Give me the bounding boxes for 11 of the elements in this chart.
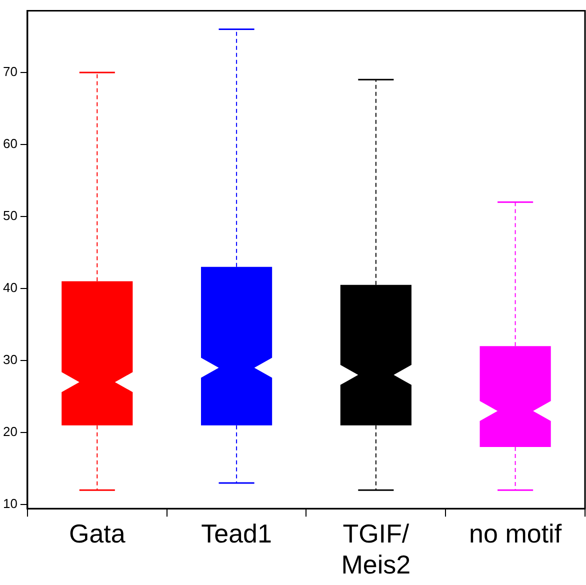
x-tick-label: no motif: [469, 518, 562, 548]
y-tick-label: 40: [2, 280, 18, 296]
y-tick-label: 30: [2, 352, 18, 368]
x-tick-label: TGIF/ Meis2: [341, 518, 411, 580]
y-tick-label: 20: [2, 424, 18, 440]
y-tick-label: 70: [2, 64, 18, 80]
x-tick-label: Tead1: [201, 518, 272, 548]
x-tick-label: Gata: [68, 518, 126, 548]
y-tick-label: 10: [2, 496, 18, 512]
y-tick-label: 50: [2, 208, 18, 224]
y-tick-label: 60: [2, 136, 18, 152]
